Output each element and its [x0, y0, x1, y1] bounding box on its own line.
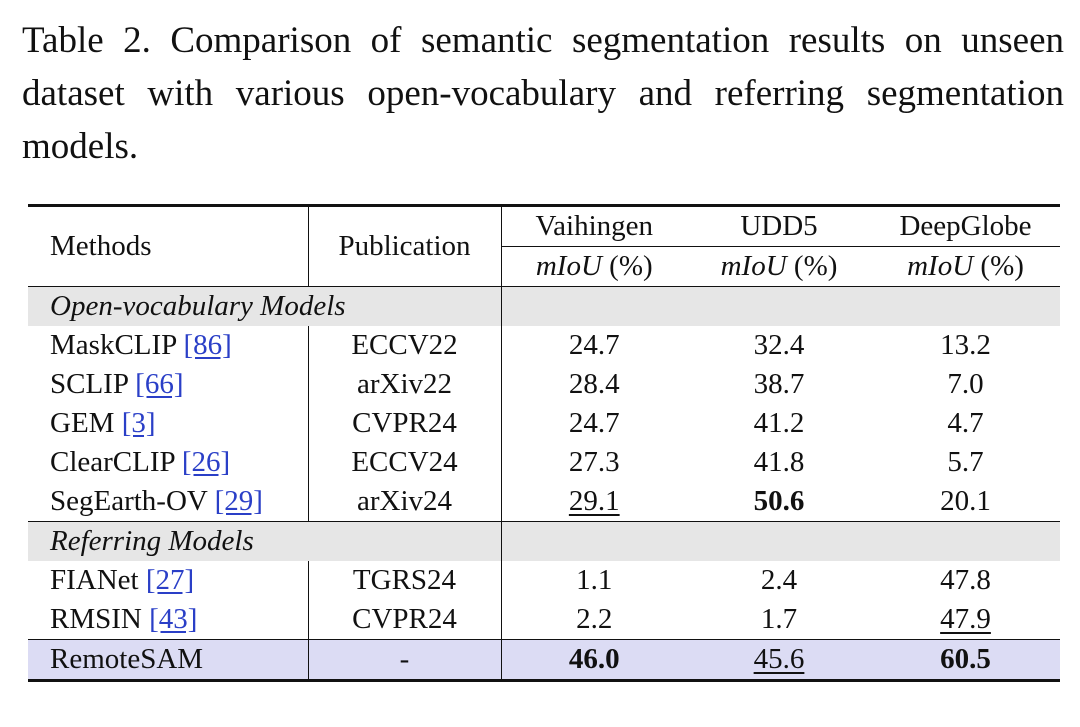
section-title: Open-vocabulary Models — [28, 286, 502, 326]
header-publication: Publication — [308, 205, 502, 287]
best-value: 50.6 — [753, 485, 805, 517]
publication-cell: arXiv22 — [308, 365, 502, 404]
metric-unit: (%) — [793, 250, 838, 282]
udd5-cell: 1.7 — [760, 603, 798, 635]
method-cell: MaskCLIP [86] — [28, 326, 309, 365]
metric-label: mIoU — [907, 250, 974, 282]
vaihingen-cell: 24.7 — [568, 329, 620, 361]
vaihingen-cell: 29.1 — [501, 482, 687, 522]
method-cell: ClearCLIP [26] — [28, 443, 309, 482]
citation-link[interactable]: [26] — [181, 446, 231, 478]
header-metric-udd5: mIoU (%) — [687, 246, 871, 287]
publication-cell: TGRS24 — [308, 561, 502, 600]
table-row: MaskCLIP [86] ECCV22 24.7 32.4 13.2 — [28, 326, 1060, 365]
header-row-metric: mIoU (%) mIoU (%) mIoU (%) — [28, 246, 1060, 287]
deepglobe-cell: 20.1 — [940, 485, 991, 517]
method-cell: RMSIN [43] — [28, 600, 309, 640]
vaihingen-cell: 24.7 — [568, 407, 620, 439]
vaihingen-cell: 27.3 — [568, 446, 620, 478]
metric-label: mIoU — [720, 250, 787, 282]
deepglobe-cell: 4.7 — [947, 407, 984, 439]
publication-cell: - — [308, 639, 502, 681]
vaihingen-cell: 28.4 — [568, 368, 620, 400]
table-row: FIANet [27] TGRS24 1.1 2.4 47.8 — [28, 561, 1060, 600]
table-row: SCLIP [66] arXiv22 28.4 38.7 7.0 — [28, 365, 1060, 404]
deepglobe-cell: 13.2 — [940, 329, 991, 361]
udd5-cell: 41.8 — [753, 446, 805, 478]
method-cell: SCLIP [66] — [28, 365, 309, 404]
second-best-value: 47.9 — [940, 603, 991, 635]
publication-cell: arXiv24 — [308, 482, 502, 522]
citation-link[interactable]: [66] — [135, 368, 184, 400]
table-row: ClearCLIP [26] ECCV24 27.3 41.8 5.7 — [28, 443, 1060, 482]
publication-cell: ECCV22 — [308, 326, 502, 365]
header-dataset-udd5: UDD5 — [687, 205, 871, 247]
table-row: GEM [3] CVPR24 24.7 41.2 4.7 — [28, 404, 1060, 443]
table-row-ours: RemoteSAM - 46.0 45.6 60.5 — [28, 639, 1060, 681]
header-row-datasets: Methods Publication Vaihingen UDD5 DeepG… — [28, 205, 1060, 287]
vaihingen-cell: 1.1 — [576, 564, 613, 596]
table-row: RMSIN [43] CVPR24 2.2 1.7 47.9 — [28, 600, 1060, 640]
section-title: Referring Models — [28, 521, 502, 561]
deepglobe-cell: 60.5 — [871, 639, 1060, 681]
citation-link[interactable]: [43] — [149, 603, 198, 635]
udd5-cell: 41.2 — [753, 407, 805, 439]
header-metric-deepglobe: mIoU (%) — [871, 246, 1060, 287]
udd5-cell: 45.6 — [687, 639, 871, 681]
method-cell: GEM [3] — [28, 404, 309, 443]
metric-unit: (%) — [609, 250, 653, 282]
metric-unit: (%) — [980, 250, 1024, 282]
second-best-value: 29.1 — [568, 485, 620, 517]
header-dataset-vaihingen: Vaihingen — [501, 205, 687, 247]
method-cell: RemoteSAM — [28, 639, 309, 681]
section-row-referring: Referring Models — [28, 521, 1060, 561]
vaihingen-cell: 46.0 — [501, 639, 687, 681]
method-cell: SegEarth-OV [29] — [28, 482, 309, 522]
header-methods: Methods — [28, 205, 309, 287]
table-caption: Table 2. Comparison of semantic segmenta… — [22, 20, 1064, 167]
table-row: SegEarth-OV [29] arXiv24 29.1 50.6 20.1 — [28, 482, 1060, 522]
udd5-cell: 38.7 — [753, 368, 805, 400]
method-cell: FIANet [27] — [28, 561, 309, 600]
publication-cell: ECCV24 — [308, 443, 502, 482]
section-row-open-vocabulary: Open-vocabulary Models — [28, 286, 1060, 326]
vaihingen-cell: 2.2 — [576, 603, 613, 635]
citation-link[interactable]: [29] — [214, 485, 263, 517]
metric-label: mIoU — [535, 250, 602, 282]
publication-cell: CVPR24 — [308, 404, 502, 443]
header-dataset-deepglobe: DeepGlobe — [871, 205, 1060, 247]
publication-cell: CVPR24 — [308, 600, 502, 640]
citation-link[interactable]: [27] — [145, 564, 195, 596]
deepglobe-cell: 47.8 — [940, 564, 991, 596]
citation-link[interactable]: [3] — [121, 407, 156, 439]
udd5-cell: 2.4 — [760, 564, 798, 596]
best-value: 46.0 — [568, 643, 620, 675]
deepglobe-cell: 47.9 — [871, 600, 1060, 640]
results-table: Methods Publication Vaihingen UDD5 DeepG… — [28, 204, 1060, 682]
citation-link[interactable]: [86] — [183, 329, 232, 361]
udd5-cell: 50.6 — [687, 482, 871, 522]
header-metric-vaihingen: mIoU (%) — [501, 246, 687, 287]
udd5-cell: 32.4 — [753, 329, 805, 361]
second-best-value: 45.6 — [753, 643, 805, 675]
deepglobe-cell: 7.0 — [947, 368, 984, 400]
deepglobe-cell: 5.7 — [947, 446, 984, 478]
best-value: 60.5 — [940, 643, 991, 675]
